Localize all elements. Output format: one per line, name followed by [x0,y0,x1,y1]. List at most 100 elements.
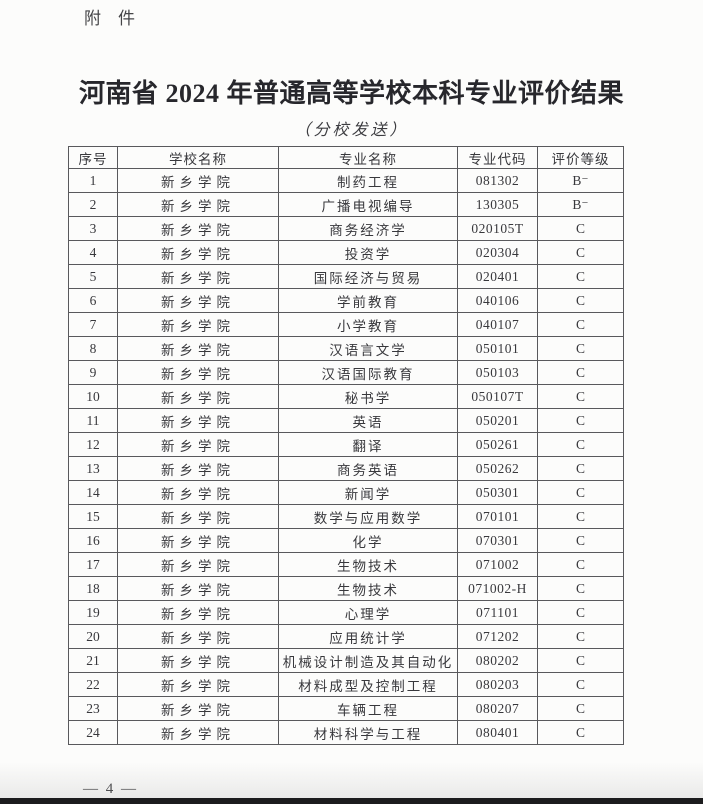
school-cell: 新乡学院 [117,336,279,361]
major-cell: 生物技术 [278,576,458,601]
code-cell: 020401 [457,264,538,289]
table-row: 11 新乡学院 英语 050201 C [68,408,624,433]
school-cell: 新乡学院 [117,192,279,217]
code-cell: 070301 [457,528,538,553]
major-cell: 翻译 [278,432,458,457]
table-row: 16 新乡学院 化学 070301 C [68,528,624,553]
grade-cell: C [537,648,624,673]
table-row: 3 新乡学院 商务经济学 020105T C [68,216,624,241]
major-cell: 英语 [278,408,458,433]
major-cell: 材料科学与工程 [278,720,458,745]
table-row: 17 新乡学院 生物技术 071002 C [68,552,624,577]
grade-cell: B⁻ [537,168,624,193]
grade-cell: C [537,696,624,721]
grade-cell: C [537,672,624,697]
page-title: 河南省 2024 年普通高等学校本科专业评价结果 [78,79,624,108]
code-cell: 050201 [457,408,538,433]
table-row: 6 新乡学院 学前教育 040106 C [68,288,624,313]
code-cell: 130305 [457,192,538,217]
school-cell: 新乡学院 [117,648,279,673]
table-row: 4 新乡学院 投资学 020304 C [68,240,624,265]
table-row: 23 新乡学院 车辆工程 080207 C [68,696,624,721]
grade-cell: C [537,408,624,433]
grade-cell: C [537,480,624,505]
table-row: 21 新乡学院 机械设计制造及其自动化 080202 C [68,648,624,673]
table-row: 10 新乡学院 秘书学 050107T C [68,384,624,409]
grade-cell: C [537,432,624,457]
grade-cell: C [537,624,624,649]
major-cell: 心理学 [278,600,458,625]
major-cell: 新闻学 [278,480,458,505]
index-cell: 8 [68,336,118,361]
school-cell: 新乡学院 [117,672,279,697]
school-cell: 新乡学院 [117,408,279,433]
table-header-row: 序号 学校名称 专业名称 专业代码 评价等级 [68,146,624,169]
table-row: 9 新乡学院 汉语国际教育 050103 C [68,360,624,385]
table-row: 7 新乡学院 小学教育 040107 C [68,312,624,337]
code-cell: 071002-H [457,576,538,601]
table-row: 15 新乡学院 数学与应用数学 070101 C [68,504,624,529]
index-cell: 9 [68,360,118,385]
major-cell: 制药工程 [278,168,458,193]
index-cell: 21 [68,648,118,673]
school-cell: 新乡学院 [117,264,279,289]
index-cell: 23 [68,696,118,721]
code-cell: 070101 [457,504,538,529]
school-cell: 新乡学院 [117,720,279,745]
code-cell: 080207 [457,696,538,721]
school-cell: 新乡学院 [117,456,279,481]
index-cell: 17 [68,552,118,577]
major-cell: 小学教育 [278,312,458,337]
school-cell: 新乡学院 [117,216,279,241]
major-cell: 商务英语 [278,456,458,481]
code-cell: 071101 [457,600,538,625]
school-cell: 新乡学院 [117,168,279,193]
table-row: 1 新乡学院 制药工程 081302 B⁻ [68,168,624,193]
table-row: 12 新乡学院 翻译 050261 C [68,432,624,457]
school-cell: 新乡学院 [117,432,279,457]
grade-cell: C [537,576,624,601]
school-cell: 新乡学院 [117,480,279,505]
grade-cell: C [537,528,624,553]
grade-cell: C [537,552,624,577]
code-cell: 040107 [457,312,538,337]
table-row: 8 新乡学院 汉语言文学 050101 C [68,336,624,361]
school-cell: 新乡学院 [117,384,279,409]
major-cell: 国际经济与贸易 [278,264,458,289]
index-cell: 22 [68,672,118,697]
school-cell: 新乡学院 [117,528,279,553]
index-cell: 4 [68,240,118,265]
school-cell: 新乡学院 [117,504,279,529]
table-row: 5 新乡学院 国际经济与贸易 020401 C [68,264,624,289]
grade-cell: C [537,264,624,289]
major-cell: 应用统计学 [278,624,458,649]
major-cell: 投资学 [278,240,458,265]
index-cell: 2 [68,192,118,217]
code-cell: 080401 [457,720,538,745]
grade-cell: C [537,384,624,409]
index-cell: 1 [68,168,118,193]
index-cell: 10 [68,384,118,409]
column-header-grade-cell: 评价等级 [537,146,624,169]
column-header-index-cell: 序号 [68,146,118,169]
index-cell: 5 [68,264,118,289]
grade-cell: C [537,600,624,625]
grade-cell: C [537,456,624,481]
evaluation-table: 序号 学校名称 专业名称 专业代码 评价等级 1 新乡学院 制药工程 081302 B⁻ 2 新乡学… [68,146,624,745]
grade-cell: C [537,504,624,529]
table-row: 20 新乡学院 应用统计学 071202 C [68,624,624,649]
major-cell: 数学与应用数学 [278,504,458,529]
code-cell: 050101 [457,336,538,361]
index-cell: 12 [68,432,118,457]
column-header-major-cell: 专业名称 [278,146,458,169]
school-cell: 新乡学院 [117,360,279,385]
code-cell: 050301 [457,480,538,505]
table-row: 18 新乡学院 生物技术 071002-H C [68,576,624,601]
school-cell: 新乡学院 [117,288,279,313]
table-row: 24 新乡学院 材料科学与工程 080401 C [68,720,624,745]
major-cell: 车辆工程 [278,696,458,721]
table-row: 14 新乡学院 新闻学 050301 C [68,480,624,505]
page-number: — 4 — [83,781,138,797]
grade-cell: B⁻ [537,192,624,217]
school-cell: 新乡学院 [117,696,279,721]
